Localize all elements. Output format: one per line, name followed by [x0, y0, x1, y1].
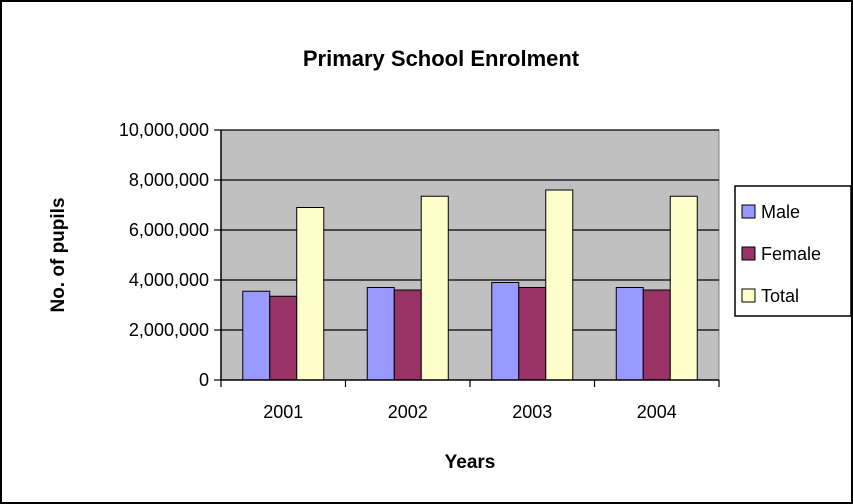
y-axis-title: No. of pupils [48, 197, 69, 312]
x-tick-labels: 2001 2002 2003 2004 [263, 402, 677, 422]
bar-male-2003 [491, 282, 520, 381]
legend-label-male: Male [761, 202, 800, 222]
legend-swatch-total [741, 288, 756, 303]
chart-title: Primary School Enrolment [303, 46, 580, 71]
x-tick-label: 2003 [512, 402, 552, 422]
bar-total-2002 [420, 195, 449, 381]
legend-swatch-male [741, 204, 756, 219]
bar-female-2002 [393, 289, 422, 381]
axes [214, 129, 720, 387]
x-tick-label: 2001 [263, 402, 303, 422]
y-tick-label: 2,000,000 [129, 320, 209, 340]
x-tick-label: 2002 [388, 402, 428, 422]
y-tick-label: 0 [199, 370, 209, 390]
legend-label-total: Total [761, 286, 799, 306]
bar-male-2002 [366, 287, 395, 381]
legend: Male Female Total [734, 185, 852, 317]
bar-male-2001 [242, 290, 271, 381]
y-tick-label: 6,000,000 [129, 220, 209, 240]
bar-female-2001 [269, 295, 298, 381]
y-tick-labels: 0 2,000,000 4,000,000 6,000,000 8,000,000 10,… [119, 120, 209, 390]
y-tick-label: 8,000,000 [129, 170, 209, 190]
bars [242, 189, 698, 381]
x-axis-title: Years [445, 452, 496, 473]
x-tick-label: 2004 [637, 402, 677, 422]
bar-female-2004 [642, 289, 671, 381]
bar-total-2001 [296, 207, 325, 381]
y-tick-label: 4,000,000 [129, 270, 209, 290]
bar-male-2004 [615, 287, 644, 381]
legend-label-female: Female [761, 244, 821, 264]
bar-total-2003 [545, 189, 574, 381]
bar-female-2003 [518, 287, 547, 381]
legend-swatch-female [741, 246, 756, 261]
y-tick-label: 10,000,000 [119, 120, 209, 140]
bar-total-2004 [669, 195, 698, 381]
